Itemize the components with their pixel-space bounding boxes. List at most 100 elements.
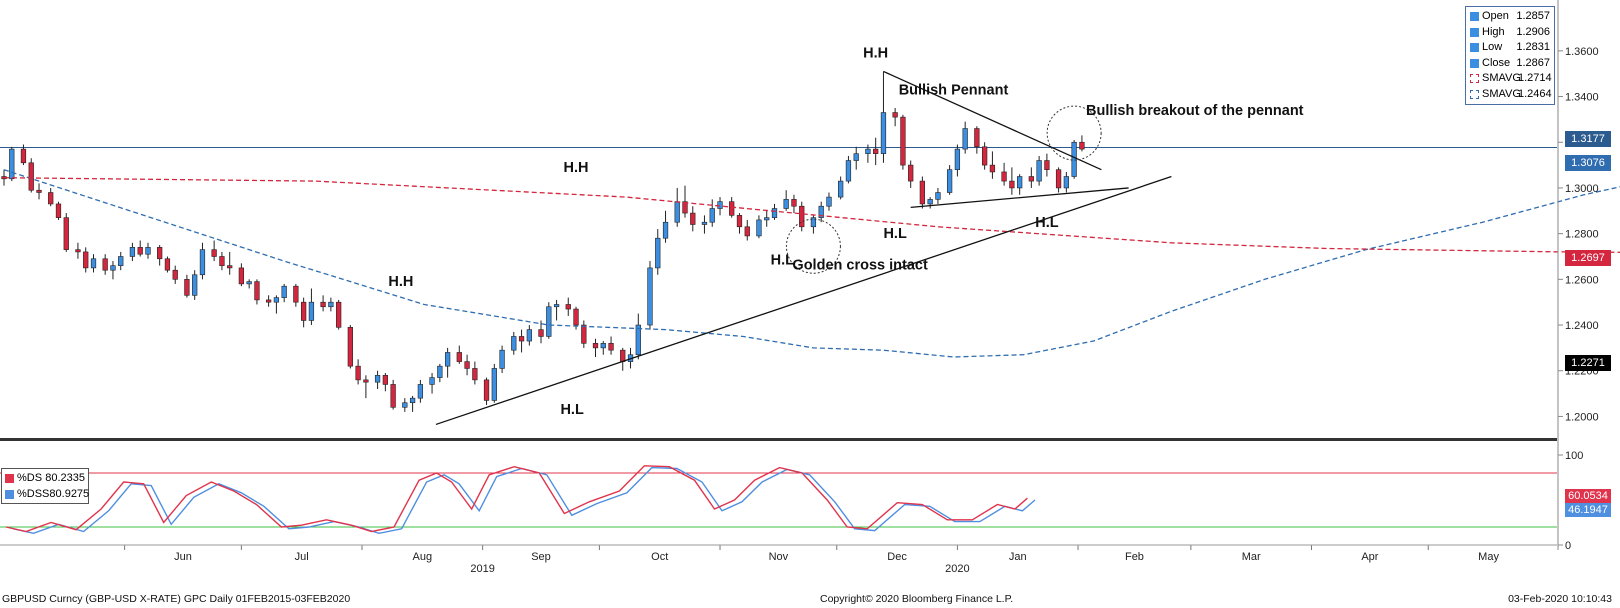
stochastic-legend: %DS 80.2335 %DSS 80.9275 xyxy=(1,468,89,504)
candle-body xyxy=(729,201,735,216)
annotation-label: H.L xyxy=(1035,215,1059,231)
candle-body xyxy=(1055,169,1062,189)
candle-body xyxy=(736,215,743,228)
legend-swatch xyxy=(1470,58,1479,68)
x-tick-label: Sep xyxy=(531,551,551,563)
candle-body xyxy=(553,304,560,308)
candle-body xyxy=(518,336,525,342)
sma-short-line xyxy=(3,169,1620,358)
candle-body xyxy=(647,267,653,326)
candle-body xyxy=(600,343,606,349)
candle-body xyxy=(254,281,260,301)
candle-body xyxy=(281,285,287,298)
stoch-badge-dss: 46.1947 xyxy=(1565,503,1611,517)
y-tick-label: 1.2400 xyxy=(1565,320,1599,332)
candle-body xyxy=(927,199,933,205)
axes: 1.20001.22001.24001.26001.28001.30001.32… xyxy=(0,0,1599,575)
candlestick-series xyxy=(1,71,1085,412)
candle-body xyxy=(1009,180,1015,189)
candle-body xyxy=(880,112,887,154)
copyright: Copyright© 2020 Bloomberg Finance L.P. xyxy=(820,593,1014,605)
candle-body xyxy=(110,265,116,271)
ds-line xyxy=(5,465,1028,533)
candle-body xyxy=(219,256,225,266)
candle-body xyxy=(1017,176,1023,189)
price-badge-sma-short: 1.3076 xyxy=(1565,155,1611,171)
candle-body xyxy=(818,205,824,218)
stoch-y-tick-label: 100 xyxy=(1565,450,1583,462)
price-badge-sma-long: 1.2697 xyxy=(1565,250,1611,266)
candle-body xyxy=(701,221,708,225)
candle-body xyxy=(409,397,416,404)
candle-body xyxy=(655,237,661,269)
candle-body xyxy=(1063,176,1069,189)
candle-body xyxy=(137,247,143,255)
candle-body xyxy=(662,221,669,239)
candle-body xyxy=(1079,141,1085,150)
candle-body xyxy=(982,146,988,166)
stoch-badge-ds: 60.0534 xyxy=(1565,489,1611,503)
candle-body xyxy=(444,352,451,367)
candle-body xyxy=(417,384,424,399)
chart-ticker: GBPUSD Curncy (GBP-USD X-RATE) GPC Daily… xyxy=(2,593,351,605)
y-tick-label: 1.2000 xyxy=(1565,411,1599,423)
candle-body xyxy=(674,201,680,223)
dss-line xyxy=(13,466,1036,535)
x-tick-label: Jul xyxy=(295,551,309,563)
candle-body xyxy=(75,249,81,253)
candle-body xyxy=(573,308,579,326)
candle-body xyxy=(908,164,914,182)
candle-body xyxy=(129,247,136,257)
candle-body xyxy=(199,249,206,276)
candle-body xyxy=(892,112,898,118)
candle-body xyxy=(118,256,124,266)
candle-body xyxy=(581,324,587,344)
candle-body xyxy=(402,402,408,408)
y-tick-label: 1.3400 xyxy=(1565,92,1599,104)
candle-body xyxy=(63,217,69,250)
candle-body xyxy=(102,258,108,271)
panel-separator xyxy=(0,438,1557,441)
candle-body xyxy=(184,279,190,296)
annotation-label: Bullish breakout of the pennant xyxy=(1086,103,1304,119)
x-tick-label: Nov xyxy=(769,551,789,563)
candle-body xyxy=(791,199,797,207)
x-tick-label: Mar xyxy=(1242,551,1261,563)
x-year-label: 2020 xyxy=(945,563,969,575)
candle-body xyxy=(1071,141,1077,177)
sma-long-line xyxy=(3,177,1620,253)
annotation-label: H.H xyxy=(564,160,589,176)
annotation-label: Bullish Pennant xyxy=(899,82,1009,98)
candle-body xyxy=(690,212,696,225)
candle-body xyxy=(1028,176,1034,182)
trendline xyxy=(910,187,1129,209)
legend-open: Open 1.2857 xyxy=(1470,9,1550,25)
candle-body xyxy=(308,301,315,321)
candle-body xyxy=(28,162,34,191)
candle-body xyxy=(336,301,342,328)
candle-body xyxy=(363,379,369,383)
y-tick-label: 1.3000 xyxy=(1565,183,1599,195)
candle-body xyxy=(48,192,54,205)
candle-body xyxy=(55,203,62,218)
x-tick-label: Apr xyxy=(1361,551,1378,563)
legend-swatch xyxy=(1470,74,1479,84)
candle-body xyxy=(709,208,715,223)
candle-body xyxy=(273,297,280,303)
y-tick-label: 1.2600 xyxy=(1565,274,1599,286)
candle-body xyxy=(764,217,770,221)
legend-low: Low 1.2831 xyxy=(1470,40,1550,56)
annotation-label: H.L xyxy=(771,252,795,268)
candle-body xyxy=(744,226,750,237)
annotation-label: H.H xyxy=(863,46,888,62)
candle-body xyxy=(771,208,778,218)
candle-body xyxy=(682,201,688,214)
candle-body xyxy=(390,384,396,408)
candle-body xyxy=(227,265,233,269)
candle-body xyxy=(36,189,42,193)
candle-body xyxy=(90,258,97,269)
candle-body xyxy=(538,329,544,337)
candle-body xyxy=(265,299,272,303)
candle-body xyxy=(472,368,478,381)
